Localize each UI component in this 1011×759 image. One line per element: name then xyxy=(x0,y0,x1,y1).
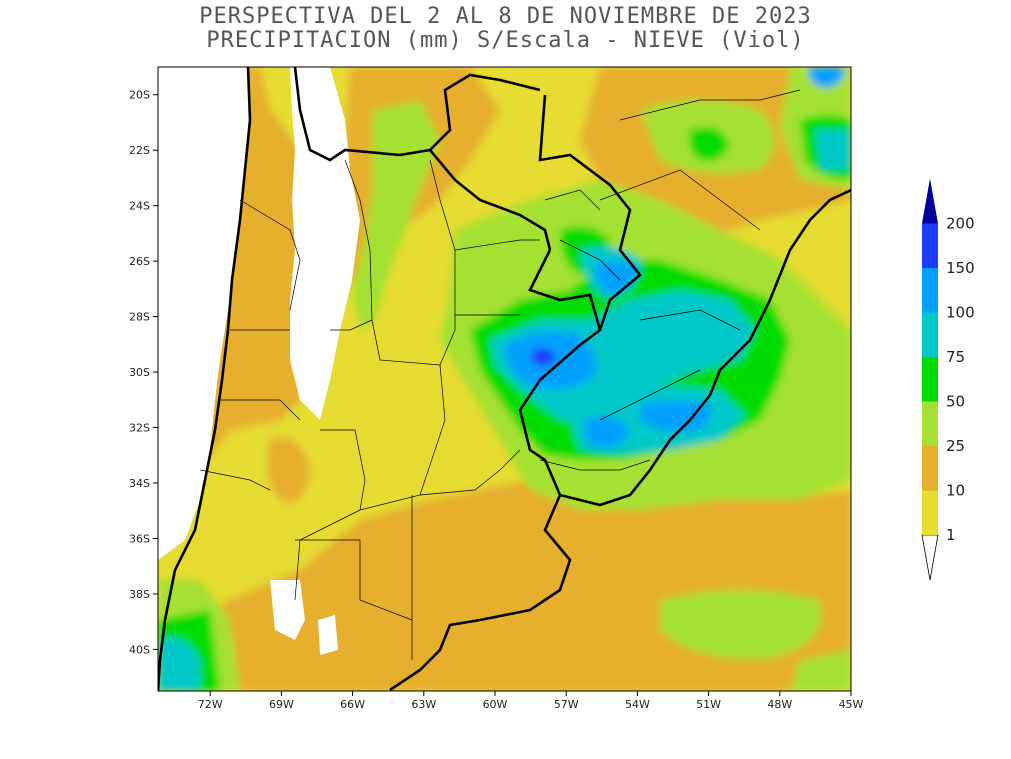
y-tick-label: 26S xyxy=(129,255,150,268)
y-tick-label: 34S xyxy=(129,477,150,490)
field-blue-ne xyxy=(808,67,845,88)
colorbar-label: 200 xyxy=(946,215,975,233)
colorbar-label: 50 xyxy=(946,393,965,411)
colorbar-segment xyxy=(922,268,938,313)
y-tick-label: 40S xyxy=(129,643,150,656)
colorbar-label: 10 xyxy=(946,482,965,500)
x-tick-label: 66W xyxy=(340,698,365,711)
field-blue-uruguay xyxy=(584,416,630,449)
x-tick-label: 57W xyxy=(554,698,579,711)
y-axis: 20S 22S 24S 26S 28S 30S 32S 34S 36S 38S 40S xyxy=(129,89,158,656)
field-lightgreen-west xyxy=(352,100,440,330)
colorbar-segment xyxy=(922,490,938,535)
field-lightgreen-atlantic xyxy=(660,590,822,660)
field-blue-misiones xyxy=(595,261,640,295)
colorbar-segment-below xyxy=(921,534,939,581)
x-tick-label: 72W xyxy=(198,698,223,711)
field-lightgreen-se xyxy=(790,650,851,691)
chart-title: PERSPECTIVA DEL 2 AL 8 DE NOVIEMBRE DE 2… xyxy=(199,4,812,29)
plot-frame xyxy=(157,66,852,692)
colorbar-label: 1 xyxy=(946,526,956,544)
field-cyan-chile xyxy=(158,637,200,691)
field-white-patagonia xyxy=(270,580,305,640)
colorbar-label: 100 xyxy=(946,304,975,322)
y-tick-label: 30S xyxy=(129,366,150,379)
national-borders xyxy=(158,67,851,691)
colorbar-segment xyxy=(922,357,938,402)
y-tick-label: 20S xyxy=(129,89,150,102)
y-tick-label: 28S xyxy=(129,311,150,324)
field-white-chile xyxy=(158,67,250,560)
field-darkblue-max xyxy=(531,348,555,366)
colorbar-label: 150 xyxy=(946,259,975,277)
y-tick-label: 22S xyxy=(129,144,150,157)
colorbar-segment xyxy=(922,223,938,268)
x-tick-label: 63W xyxy=(411,698,436,711)
x-tick-label: 60W xyxy=(483,698,508,711)
y-tick-label: 24S xyxy=(129,200,150,213)
chart-subtitle: PRECIPITACION (mm) S/Escala - NIEVE (Vio… xyxy=(206,28,805,53)
y-tick-label: 38S xyxy=(129,588,150,601)
x-axis: 72W 69W 66W 63W 60W 57W 54W 51W 48W 45W xyxy=(198,691,864,711)
internal-borders xyxy=(199,89,801,660)
precipitation-field xyxy=(158,67,851,691)
x-tick-label: 51W xyxy=(696,698,721,711)
colorbar-segment xyxy=(922,401,938,446)
colorbar-segment xyxy=(922,312,938,357)
x-tick-label: 69W xyxy=(269,698,294,711)
field-cyan-ne xyxy=(815,130,851,170)
field-green-brazil xyxy=(688,127,730,161)
y-tick-label: 32S xyxy=(129,422,150,435)
colorbar-segment xyxy=(922,446,938,491)
x-tick-label: 48W xyxy=(767,698,792,711)
y-tick-label: 36S xyxy=(129,532,150,545)
colorbar-segment-above xyxy=(922,178,938,224)
field-white-patagonia2 xyxy=(318,615,338,655)
colorbar-label: 75 xyxy=(946,348,965,366)
x-tick-label: 45W xyxy=(839,698,864,711)
field-blue-east xyxy=(640,400,711,432)
colorbar-legend: 1 10 25 50 75 100 150 200 xyxy=(921,178,975,581)
field-white-andes xyxy=(290,67,360,420)
colorbar-label: 25 xyxy=(946,437,965,455)
x-tick-label: 54W xyxy=(625,698,650,711)
field-orange-patch xyxy=(267,438,310,502)
